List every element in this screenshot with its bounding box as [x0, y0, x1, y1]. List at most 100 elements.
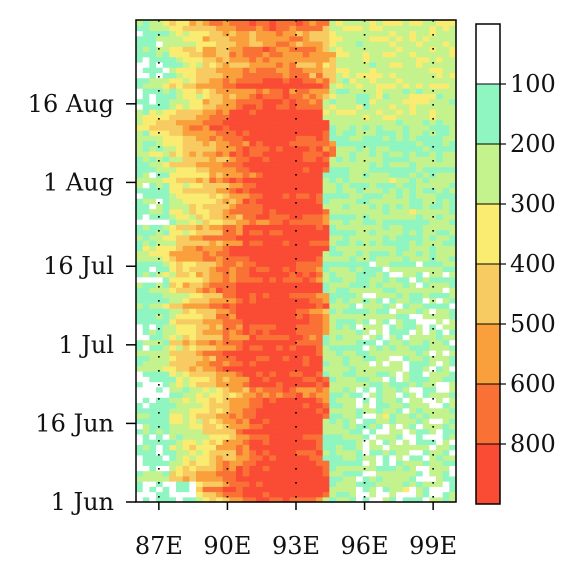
heatmap-cell — [242, 82, 250, 89]
heatmap-cell — [296, 156, 304, 163]
heatmap-cell — [189, 302, 197, 309]
heatmap-cell — [442, 240, 450, 246]
heatmap-cell — [189, 329, 197, 335]
heatmap-cell — [336, 46, 344, 53]
heatmap-cell — [256, 208, 264, 215]
heatmap-cell — [296, 177, 304, 184]
heatmap-cell — [182, 93, 190, 100]
heatmap-cell — [369, 255, 377, 262]
heatmap-cell — [276, 46, 284, 53]
heatmap-cell — [209, 313, 217, 320]
heatmap-cell — [209, 261, 217, 267]
heatmap-cell — [429, 486, 437, 493]
heatmap-cell — [222, 271, 230, 278]
heatmap-cell — [209, 46, 217, 53]
heatmap-cell — [136, 329, 144, 335]
heatmap-cell — [156, 20, 164, 26]
heatmap-cell — [196, 192, 204, 199]
heatmap-cell — [276, 198, 284, 204]
heatmap-cell — [316, 150, 324, 157]
heatmap-cell — [176, 423, 184, 430]
heatmap-cell — [176, 35, 184, 42]
heatmap-cell — [229, 145, 237, 152]
heatmap-cell — [169, 98, 177, 105]
heatmap-cell — [336, 219, 344, 225]
heatmap-cell — [436, 475, 444, 482]
heatmap-cell — [389, 391, 397, 398]
heatmap-cell — [356, 444, 364, 451]
heatmap-cell — [182, 72, 190, 79]
heatmap-cell — [149, 177, 157, 184]
heatmap-cell — [402, 177, 410, 184]
heatmap-cell — [189, 281, 197, 288]
heatmap-cell — [342, 386, 350, 393]
heatmap-cell — [282, 40, 290, 47]
heatmap-cell — [142, 88, 150, 94]
heatmap-cell — [209, 402, 217, 409]
heatmap-cell — [182, 339, 190, 346]
heatmap-cell — [349, 281, 357, 288]
heatmap-cell — [236, 423, 244, 430]
heatmap-cell — [309, 245, 317, 252]
heatmap-cell — [436, 402, 444, 409]
heatmap-cell — [356, 25, 364, 32]
heatmap-cell — [296, 229, 304, 236]
heatmap-cell — [149, 428, 157, 435]
heatmap-cell — [189, 140, 197, 147]
heatmap-cell — [322, 234, 330, 241]
heatmap-cell — [322, 245, 330, 252]
heatmap-cell — [196, 46, 204, 53]
heatmap-cell — [336, 323, 344, 330]
heatmap-cell — [136, 402, 144, 409]
heatmap-cell — [256, 475, 264, 482]
heatmap-cell — [442, 449, 450, 456]
heatmap-cell — [316, 187, 324, 194]
heatmap-cell — [449, 255, 457, 262]
heatmap-cell — [142, 166, 150, 173]
heatmap-cell — [196, 297, 204, 304]
heatmap-cell — [409, 297, 417, 304]
heatmap-cell — [169, 114, 177, 121]
heatmap-cell — [249, 61, 257, 68]
heatmap-cell — [136, 51, 144, 58]
heatmap-cell — [189, 418, 197, 425]
heatmap-cell — [442, 402, 450, 409]
heatmap-cell — [422, 130, 430, 136]
heatmap-cell — [209, 229, 217, 236]
heatmap-cell — [302, 365, 310, 372]
heatmap-cell — [209, 428, 217, 435]
heatmap-cell — [176, 98, 184, 105]
heatmap-cell — [229, 240, 237, 246]
heatmap-cell — [149, 460, 157, 466]
heatmap-cell — [322, 135, 330, 142]
heatmap-cell — [236, 302, 244, 309]
heatmap-cell — [422, 454, 430, 461]
heatmap-cell — [449, 449, 457, 456]
heatmap-cell — [169, 391, 177, 398]
heatmap-cell — [382, 491, 390, 498]
heatmap-cell — [309, 381, 317, 388]
heatmap-cell — [176, 465, 184, 472]
heatmap-cell — [429, 365, 437, 372]
heatmap-cell — [309, 124, 317, 131]
heatmap-cell — [256, 423, 264, 430]
heatmap-cell — [289, 119, 297, 126]
heatmap-cell — [396, 318, 404, 325]
heatmap-cell — [269, 302, 277, 309]
heatmap-cell — [209, 240, 217, 246]
heatmap-cell — [329, 292, 337, 299]
heatmap-cell — [382, 208, 390, 215]
heatmap-cell — [436, 381, 444, 388]
heatmap-cell — [329, 114, 337, 121]
heatmap-cell — [189, 245, 197, 252]
heatmap-cell — [156, 35, 164, 42]
heatmap-cell — [289, 203, 297, 210]
heatmap-cell — [409, 46, 417, 53]
heatmap-cell — [349, 219, 357, 225]
heatmap-cell — [189, 334, 197, 341]
heatmap-cell — [296, 496, 304, 503]
heatmap-cell — [222, 281, 230, 288]
heatmap-cell — [249, 444, 257, 451]
heatmap-cell — [376, 376, 384, 383]
heatmap-cell — [382, 255, 390, 262]
